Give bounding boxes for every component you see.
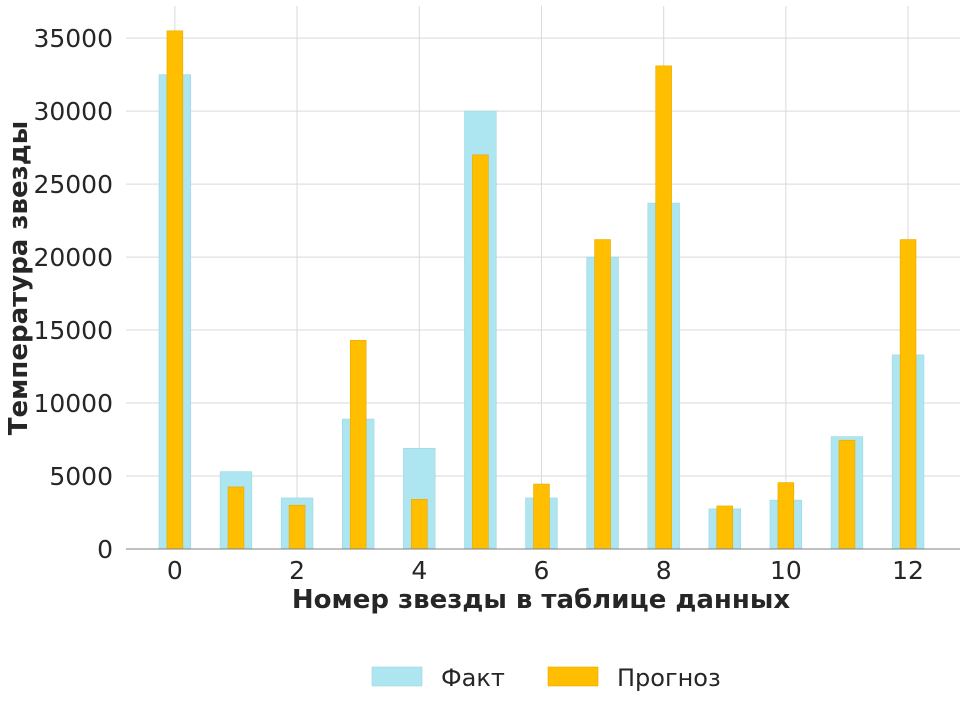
bars — [158, 30, 925, 550]
x-tick-label: 8 — [656, 556, 672, 585]
legend-swatch — [547, 666, 599, 687]
legend-label: Факт — [441, 664, 505, 692]
y-tick-labels: 0 5000 10000 15000 20000 25000 30000 35000 — [33, 24, 113, 564]
bar-forecast — [594, 239, 611, 550]
bar-forecast — [533, 483, 550, 550]
x-tick-label: 6 — [534, 556, 550, 585]
y-tick-label: 25000 — [33, 170, 113, 199]
x-tick-label: 10 — [770, 556, 802, 585]
y-tick-label: 15000 — [33, 316, 113, 345]
bar-forecast — [777, 482, 795, 550]
legend-label: Прогноз — [617, 664, 721, 692]
y-tick-label: 0 — [97, 535, 113, 564]
y-axis-title: Температура звезды — [4, 121, 34, 435]
bar-forecast — [655, 65, 672, 550]
bar-forecast — [227, 486, 245, 550]
x-tick-label: 0 — [167, 556, 183, 585]
y-tick-label: 20000 — [33, 243, 113, 272]
bar-forecast — [349, 339, 367, 550]
x-tick-label: 4 — [411, 556, 427, 585]
bar-forecast — [716, 505, 734, 550]
x-tick-label: 2 — [289, 556, 305, 585]
x-tick-labels: 0 2 4 6 8 10 12 — [167, 556, 924, 585]
legend: Факт Прогноз — [371, 664, 721, 692]
y-tick-label: 35000 — [33, 24, 113, 53]
bar-forecast — [472, 154, 489, 550]
y-tick-label: 5000 — [49, 462, 113, 491]
bar-forecast — [838, 439, 856, 550]
bar-forecast — [411, 499, 428, 550]
bar-forecast — [288, 504, 306, 550]
y-tick-label: 10000 — [33, 389, 113, 418]
y-tick-label: 30000 — [33, 97, 113, 126]
bar-forecast — [899, 239, 917, 550]
x-axis-title: Номер звезды в таблице данных — [292, 585, 791, 615]
bar-forecast — [166, 30, 184, 550]
legend-swatch — [371, 666, 423, 687]
x-tick-label: 12 — [892, 556, 924, 585]
